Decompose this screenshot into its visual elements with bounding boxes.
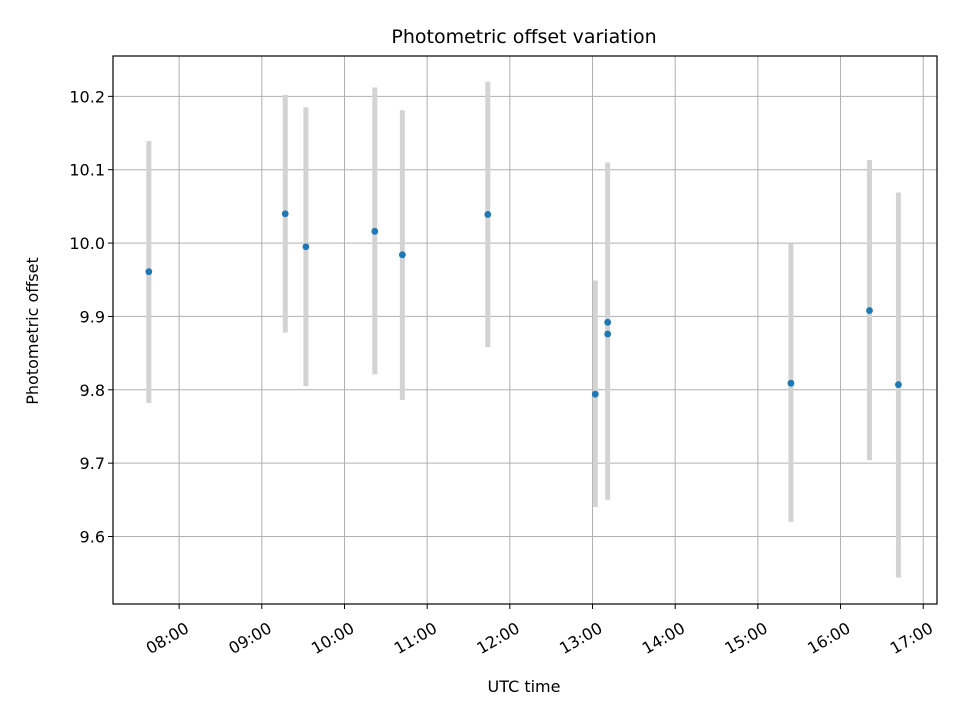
grid bbox=[113, 56, 937, 604]
x-tick-label: 15:00 bbox=[721, 618, 770, 658]
x-axis-ticks: 08:00 09:00 10:00 11:00 12:00 13:00 14:00 15:00… bbox=[143, 604, 936, 658]
chart-title: Photometric offset variation bbox=[391, 26, 656, 48]
data-point bbox=[281, 210, 289, 218]
data-point bbox=[302, 243, 310, 251]
data-point bbox=[866, 307, 873, 314]
data-points bbox=[145, 210, 902, 398]
y-axis-ticks: 9.6 9.7 9.8 9.9 10.0 10.1 10.2 bbox=[69, 87, 113, 547]
x-axis-title: UTC time bbox=[488, 677, 561, 696]
data-point bbox=[484, 211, 492, 218]
x-tick-label: 08:00 bbox=[143, 618, 192, 658]
plot-frame bbox=[112, 55, 938, 605]
x-tick-label: 16:00 bbox=[804, 618, 853, 658]
data-point bbox=[604, 330, 612, 338]
data-point bbox=[787, 379, 795, 387]
x-tick-label: 14:00 bbox=[639, 618, 688, 658]
y-tick-label: 10.0 bbox=[69, 234, 105, 253]
x-tick-label: 12:00 bbox=[473, 618, 522, 658]
y-axis-title: Photometric offset bbox=[23, 257, 42, 405]
y-tick-label: 10.2 bbox=[69, 87, 105, 106]
data-point bbox=[371, 227, 379, 235]
x-tick-label: 13:00 bbox=[556, 618, 605, 658]
x-tick-label: 10:00 bbox=[308, 618, 357, 658]
x-tick-label: 11:00 bbox=[391, 618, 440, 658]
data-point bbox=[895, 381, 902, 389]
y-tick-label: 10.1 bbox=[69, 161, 105, 180]
y-tick-label: 9.6 bbox=[80, 528, 105, 547]
data-point bbox=[591, 390, 599, 398]
error-bars bbox=[146, 81, 901, 578]
y-tick-label: 9.9 bbox=[80, 307, 105, 326]
x-tick-label: 17:00 bbox=[887, 618, 936, 658]
data-point bbox=[145, 268, 153, 276]
data-point bbox=[398, 251, 406, 259]
x-tick-label: 09:00 bbox=[225, 618, 274, 658]
data-point bbox=[604, 318, 612, 326]
y-tick-label: 9.7 bbox=[80, 454, 105, 473]
y-tick-label: 9.8 bbox=[80, 381, 105, 400]
